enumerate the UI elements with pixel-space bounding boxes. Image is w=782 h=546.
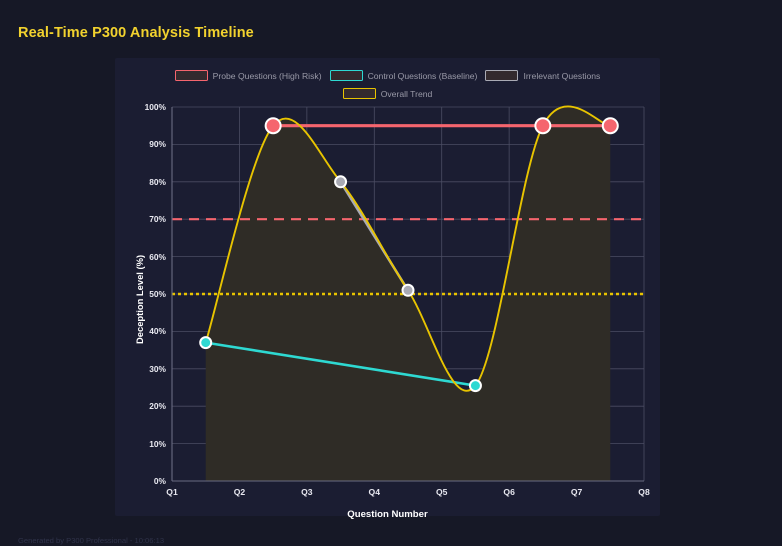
legend-swatch-icon [329, 70, 363, 81]
y-axis-tick-label: 0% [153, 476, 166, 486]
footer-note: Generated by P300 Professional - 10:06:1… [18, 536, 165, 545]
legend-label: Control Questions (Baseline) [367, 70, 478, 81]
timeline-line-chart [171, 105, 645, 482]
x-axis-tick-label: Q3 [301, 487, 313, 497]
chart-panel: Probe Questions (High Risk) Control Quest… [115, 58, 660, 520]
legend-row: Probe Questions (High Risk) Control Quest… [115, 68, 660, 83]
y-axis-tick-label: 20% [149, 401, 166, 412]
x-axis-tick-label: Q4 [368, 487, 381, 497]
data-point-marker[interactable] [534, 117, 552, 135]
legend-label: Overall Trend [380, 88, 433, 99]
data-point-marker[interactable] [334, 175, 348, 189]
x-axis-tick-label: Q5 [435, 487, 448, 497]
y-axis-tick-label: 90% [149, 139, 166, 150]
data-point-marker[interactable] [468, 379, 482, 393]
data-point-marker[interactable] [264, 117, 282, 135]
legend-item[interactable]: Overall Trend [342, 88, 433, 99]
x-axis-tick-label: Q8 [638, 487, 650, 497]
data-point-marker[interactable] [401, 283, 415, 297]
x-axis-tick-label: Q6 [503, 487, 515, 497]
y-axis-tick-label: 10% [149, 438, 166, 449]
y-axis-tick-label: 30% [149, 363, 166, 374]
legend-item[interactable]: Control Questions (Baseline) [329, 70, 478, 81]
legend-swatch-icon [174, 70, 208, 81]
x-axis-tick-label: Q2 [233, 487, 246, 497]
legend-swatch-icon [342, 88, 376, 99]
x-axis-tick-label: Q1 [166, 487, 178, 497]
plot-area: 0% 10% 20% 30% 40% 50% 60% 70% 80% 90% 100% Q1 Q2 Q3 Q… [115, 58, 660, 520]
data-point-marker[interactable] [601, 117, 619, 135]
x-axis-tick-label: Q7 [570, 487, 583, 497]
series-line-control-questions-baseline [204, 341, 477, 387]
y-axis-tick-label: 70% [149, 214, 166, 225]
legend-row: Overall Trend [115, 86, 660, 101]
y-axis-tick-label: 50% [149, 289, 166, 299]
legend-item[interactable]: Probe Questions (High Risk) [174, 70, 322, 81]
y-axis-tick-label: 100% [144, 102, 166, 112]
legend-swatch-icon [485, 70, 519, 81]
page-title: Real-Time P300 Analysis Timeline [18, 25, 254, 41]
chart-legend: Probe Questions (High Risk) Control Quest… [115, 68, 660, 101]
y-axis-tick-label: 40% [149, 326, 166, 337]
y-axis-title: Deception Level (%) [134, 254, 145, 344]
legend-label: Irrelevant Questions [523, 70, 601, 81]
x-axis-title: Question Number [347, 509, 428, 520]
legend-item[interactable]: Irrelevant Questions [485, 70, 600, 81]
data-point-marker[interactable] [199, 336, 213, 350]
legend-label: Probe Questions (High Risk) [212, 70, 322, 81]
y-axis-tick-label: 60% [149, 251, 166, 262]
y-axis-tick-label: 80% [149, 176, 166, 187]
